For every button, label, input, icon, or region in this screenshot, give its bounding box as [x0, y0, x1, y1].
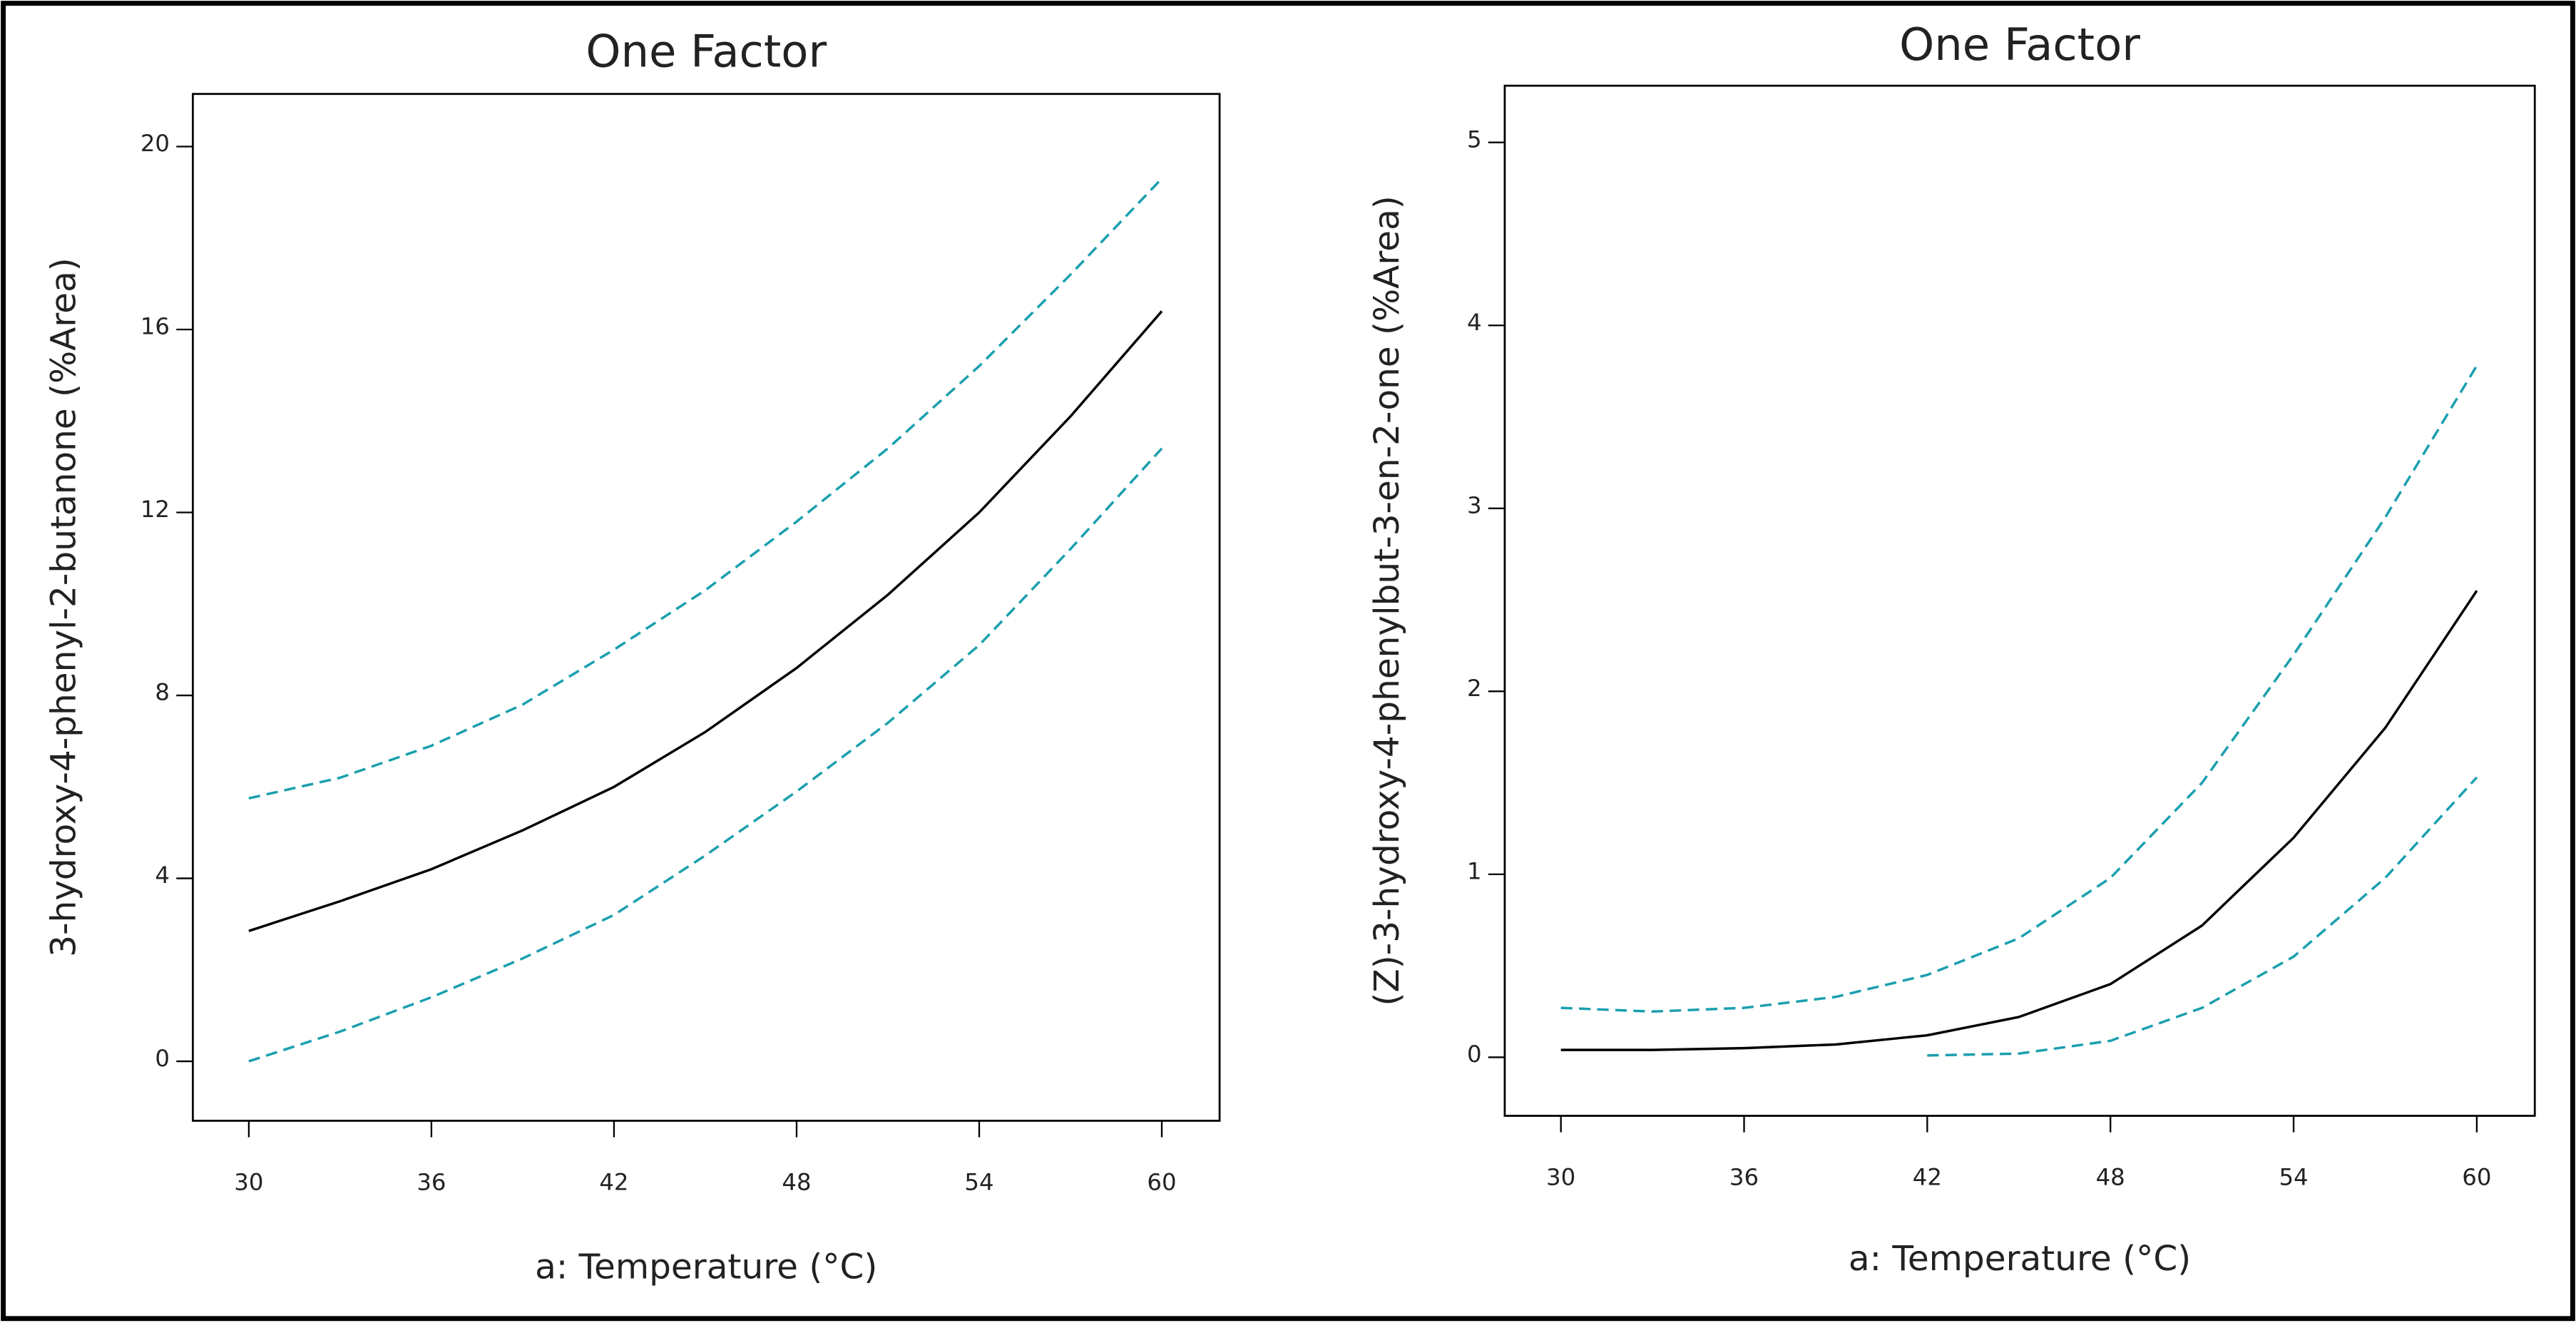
- y-tick-label: 4: [1467, 309, 1482, 336]
- series-line: [1927, 776, 2478, 1057]
- x-tick-label: 60: [1147, 1168, 1176, 1195]
- y-axis-label: (Z)-3-hydroxy-4-phenylbut-3-en-2-one (%A…: [1367, 195, 1407, 1006]
- series-line: [1560, 590, 2478, 1051]
- x-tick-label: 48: [2096, 1163, 2125, 1190]
- y-tick-label: 2: [1467, 675, 1482, 702]
- x-axis-label: a: Temperature (°C): [1849, 1239, 2191, 1279]
- x-tick-label: 54: [2279, 1163, 2308, 1190]
- y-tick-label: 4: [155, 862, 170, 889]
- y-tick-label: 0: [1467, 1041, 1482, 1068]
- plot-area: [191, 93, 1221, 1122]
- y-tick-label: 8: [155, 679, 170, 706]
- x-axis-label: a: Temperature (°C): [535, 1247, 877, 1287]
- series-line: [248, 310, 1163, 932]
- series-line: [248, 447, 1163, 1063]
- chart-title: One Factor: [586, 25, 827, 77]
- y-tick-label: 20: [140, 130, 170, 157]
- series-line: [1560, 364, 2478, 1013]
- x-tick-label: 60: [2462, 1163, 2491, 1190]
- y-tick-label: 3: [1467, 491, 1482, 519]
- y-axis-label: 3-hydroxy-4-phenyl-2-butanone (%Area): [44, 257, 83, 957]
- x-tick-label: 42: [1913, 1163, 1942, 1190]
- y-tick-label: 16: [140, 313, 170, 340]
- y-tick-label: 12: [140, 496, 170, 523]
- plot-area: [1503, 84, 2536, 1117]
- x-tick-label: 30: [234, 1168, 263, 1195]
- x-tick-label: 30: [1546, 1163, 1575, 1190]
- x-tick-label: 48: [782, 1168, 811, 1195]
- y-tick-label: 0: [155, 1045, 170, 1072]
- y-tick-label: 1: [1467, 858, 1482, 885]
- x-tick-label: 36: [416, 1168, 446, 1195]
- x-tick-label: 36: [1729, 1163, 1759, 1190]
- chart-title: One Factor: [1899, 19, 2140, 71]
- x-tick-label: 42: [599, 1168, 628, 1195]
- y-tick-label: 5: [1467, 126, 1482, 153]
- x-tick-label: 54: [964, 1168, 993, 1195]
